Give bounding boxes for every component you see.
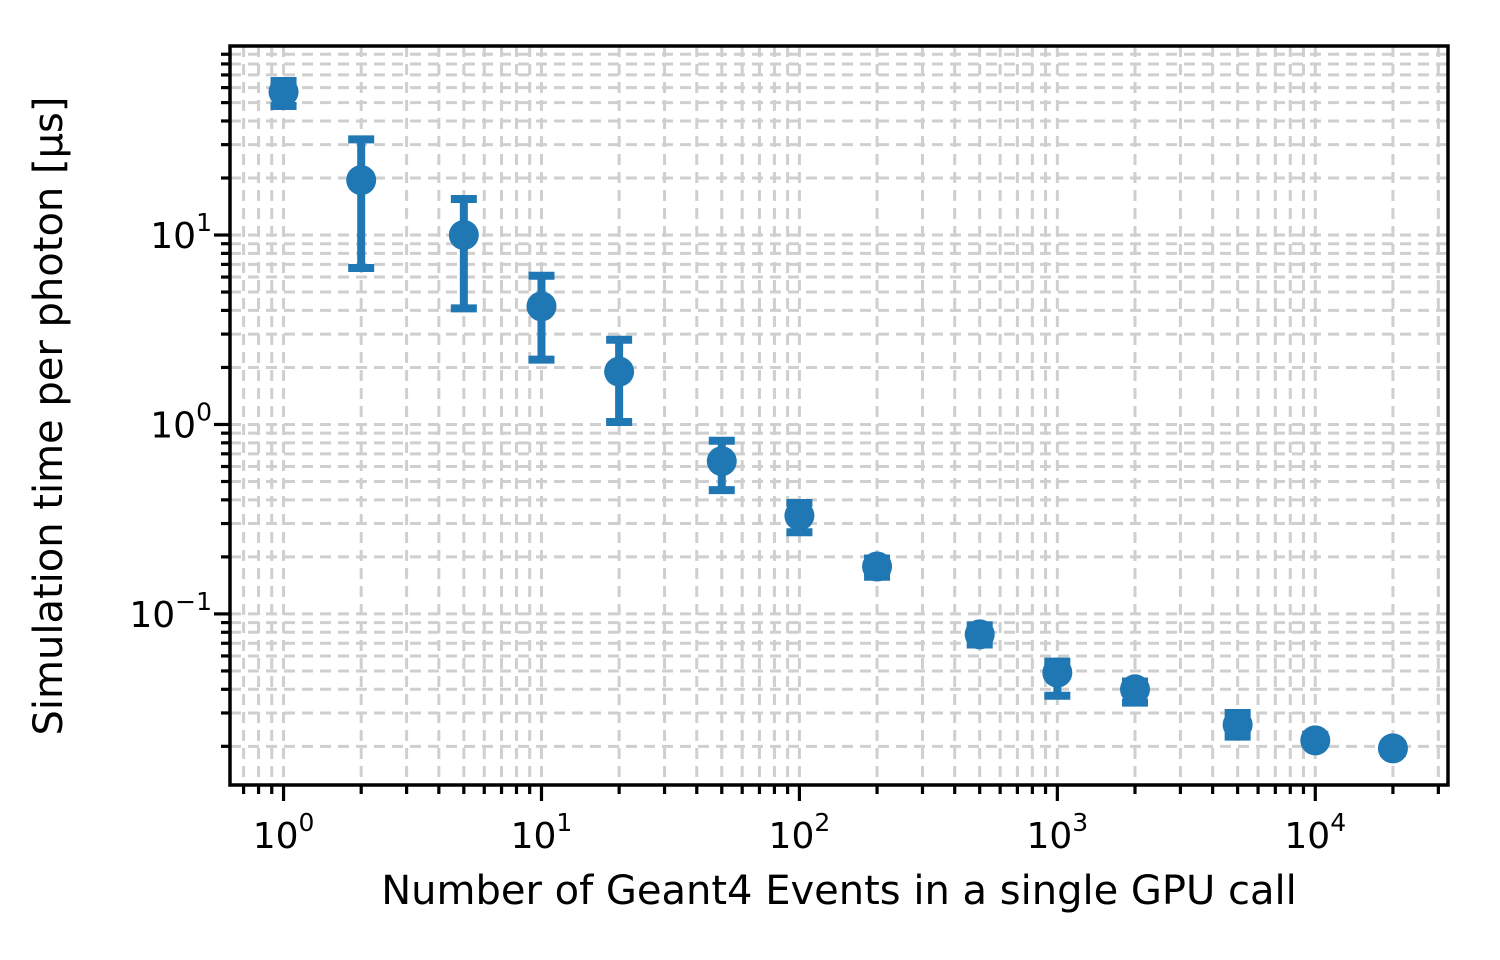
- data-point: [1377, 733, 1408, 764]
- y-tick-label: 101: [150, 208, 212, 257]
- data-point: [1042, 657, 1073, 688]
- data-point: [862, 551, 893, 582]
- data-point: [604, 356, 635, 387]
- plot-frame: [228, 44, 1450, 787]
- data-point: [268, 76, 299, 107]
- x-tick-label: 101: [511, 808, 573, 857]
- data-point: [448, 220, 479, 251]
- data-point: [526, 291, 557, 322]
- axis-ticks: [214, 52, 1440, 801]
- y-axis-label: Simulation time per photon [µs]: [26, 97, 72, 736]
- data-point: [1300, 725, 1331, 756]
- tick-labels: 100 101 102 103 104 101 100 10−1: [129, 208, 1346, 857]
- data-point: [1222, 709, 1253, 740]
- data-point: [346, 165, 377, 196]
- x-axis-label: Number of Geant4 Events in a single GPU …: [381, 868, 1297, 914]
- data-point: [964, 619, 995, 650]
- data-point: [1119, 674, 1150, 705]
- data-series: [268, 76, 1408, 764]
- data-point: [706, 446, 737, 477]
- error-bar: [348, 135, 375, 272]
- data-point: [784, 500, 815, 531]
- error-bar: [450, 194, 477, 313]
- grid: [230, 46, 1448, 785]
- y-tick-label: 100: [150, 397, 212, 446]
- x-tick-label: 102: [769, 808, 831, 857]
- x-tick-label: 104: [1284, 808, 1346, 857]
- x-tick-label: 100: [253, 808, 315, 857]
- x-tick-label: 103: [1026, 808, 1088, 857]
- y-tick-label: 10−1: [129, 587, 212, 636]
